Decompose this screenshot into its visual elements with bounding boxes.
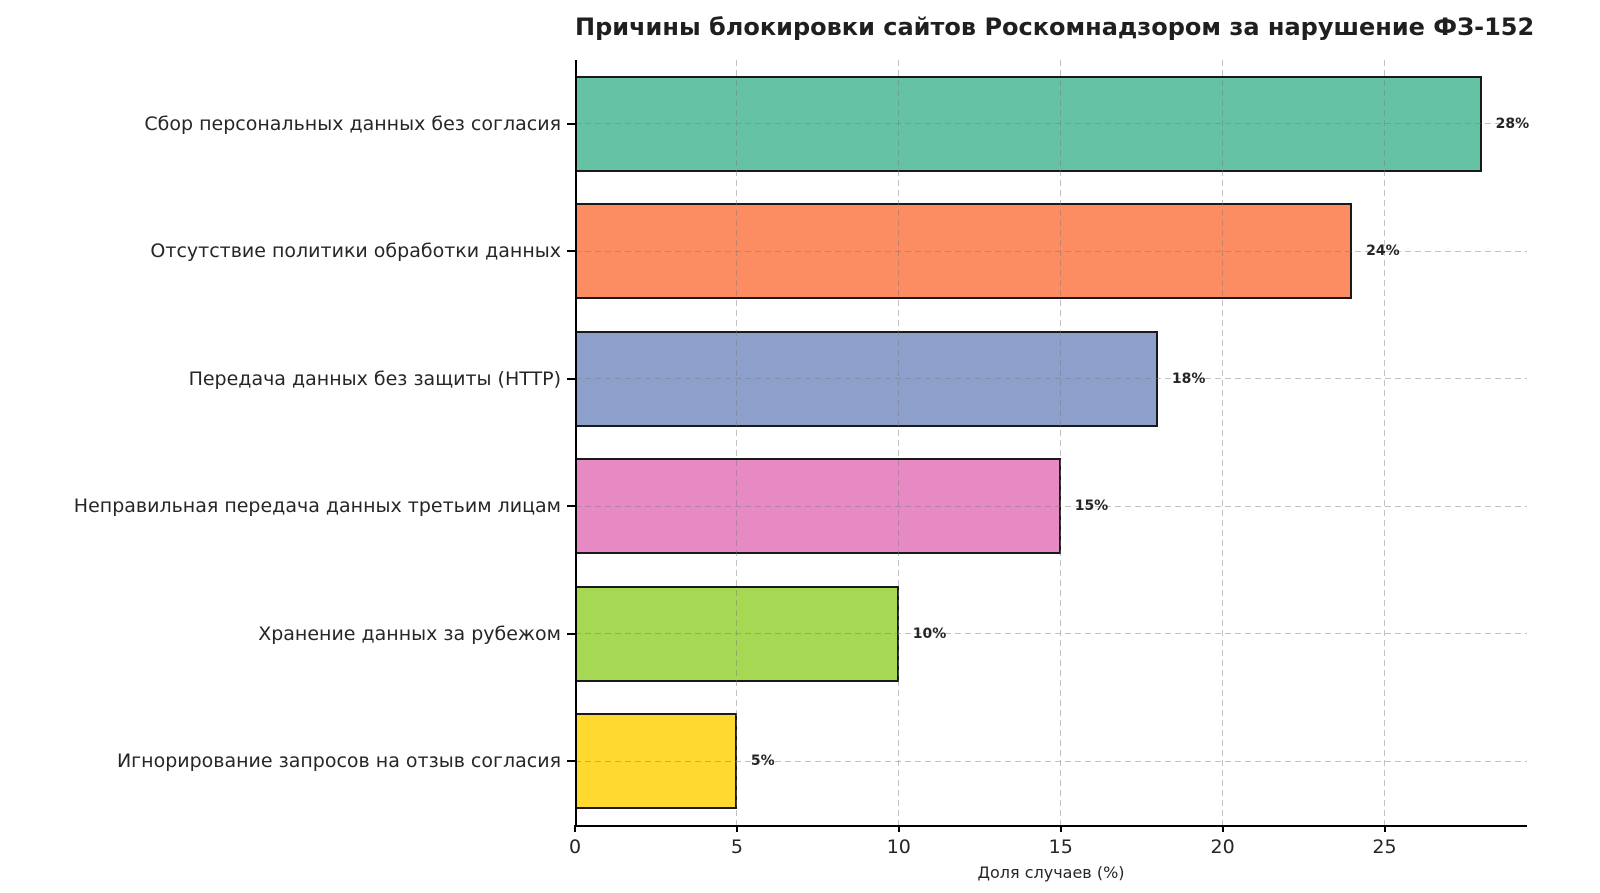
y-tick-label: Отсутствие политики обработки данных xyxy=(150,240,561,263)
bar-value-label: 18% xyxy=(1171,370,1206,387)
y-tick-label: Передача данных без защиты (HTTP) xyxy=(188,367,561,390)
y-gridline xyxy=(575,123,1527,125)
y-gridline xyxy=(575,633,1527,635)
y-gridline xyxy=(575,760,1527,762)
x-tick-label: 5 xyxy=(730,836,743,858)
x-gridline xyxy=(1384,60,1386,825)
bar xyxy=(575,203,1353,300)
bar xyxy=(575,75,1482,172)
x-tick-mark xyxy=(735,825,738,832)
x-tick-mark xyxy=(1221,825,1224,832)
y-gridline xyxy=(575,378,1527,380)
bar-value-label: 28% xyxy=(1495,115,1530,132)
bar-value-label: 5% xyxy=(750,753,775,770)
y-tick-label: Сбор персональных данных без согласия xyxy=(144,112,561,135)
x-tick-label: 0 xyxy=(568,836,582,858)
y-tick-label: Игнорирование запросов на отзыв согласия xyxy=(116,750,561,773)
x-tick-mark xyxy=(574,825,576,832)
y-tick-mark xyxy=(567,632,575,635)
bar-value-label: 15% xyxy=(1074,498,1109,515)
x-tick-label: 10 xyxy=(886,836,911,858)
x-tick-label: 20 xyxy=(1210,836,1235,858)
x-tick-mark xyxy=(1059,825,1062,832)
x-gridline xyxy=(1222,60,1224,825)
y-tick-mark xyxy=(567,505,575,508)
y-tick-label: Хранение данных за рубежом xyxy=(258,622,561,645)
x-gridline xyxy=(898,60,900,825)
x-tick-label: 15 xyxy=(1048,836,1073,858)
x-tick-mark xyxy=(1383,825,1386,832)
y-tick-label: Неправильная передача данных третьим лиц… xyxy=(73,495,561,518)
x-tick-mark xyxy=(897,825,900,832)
y-axis-spine xyxy=(575,60,577,825)
x-axis-label: Доля случаев (%) xyxy=(977,863,1125,882)
y-tick-mark xyxy=(567,760,575,763)
y-tick-mark xyxy=(567,122,575,125)
x-tick-label: 25 xyxy=(1372,836,1397,858)
bar-value-label: 10% xyxy=(912,625,947,642)
x-axis-spine xyxy=(575,825,1527,827)
bar-value-label: 24% xyxy=(1366,243,1400,260)
y-tick-mark xyxy=(567,250,575,253)
bar xyxy=(575,330,1158,427)
x-gridline xyxy=(1060,60,1062,825)
y-gridline xyxy=(575,505,1527,507)
chart-title: Причины блокировки сайтов Роскомнадзором… xyxy=(575,13,1535,41)
y-gridline xyxy=(575,250,1527,252)
x-gridline xyxy=(736,60,738,825)
y-tick-mark xyxy=(567,377,575,380)
plot-area: 28% 24% 18% 15% 10% 5% xyxy=(575,60,1530,827)
